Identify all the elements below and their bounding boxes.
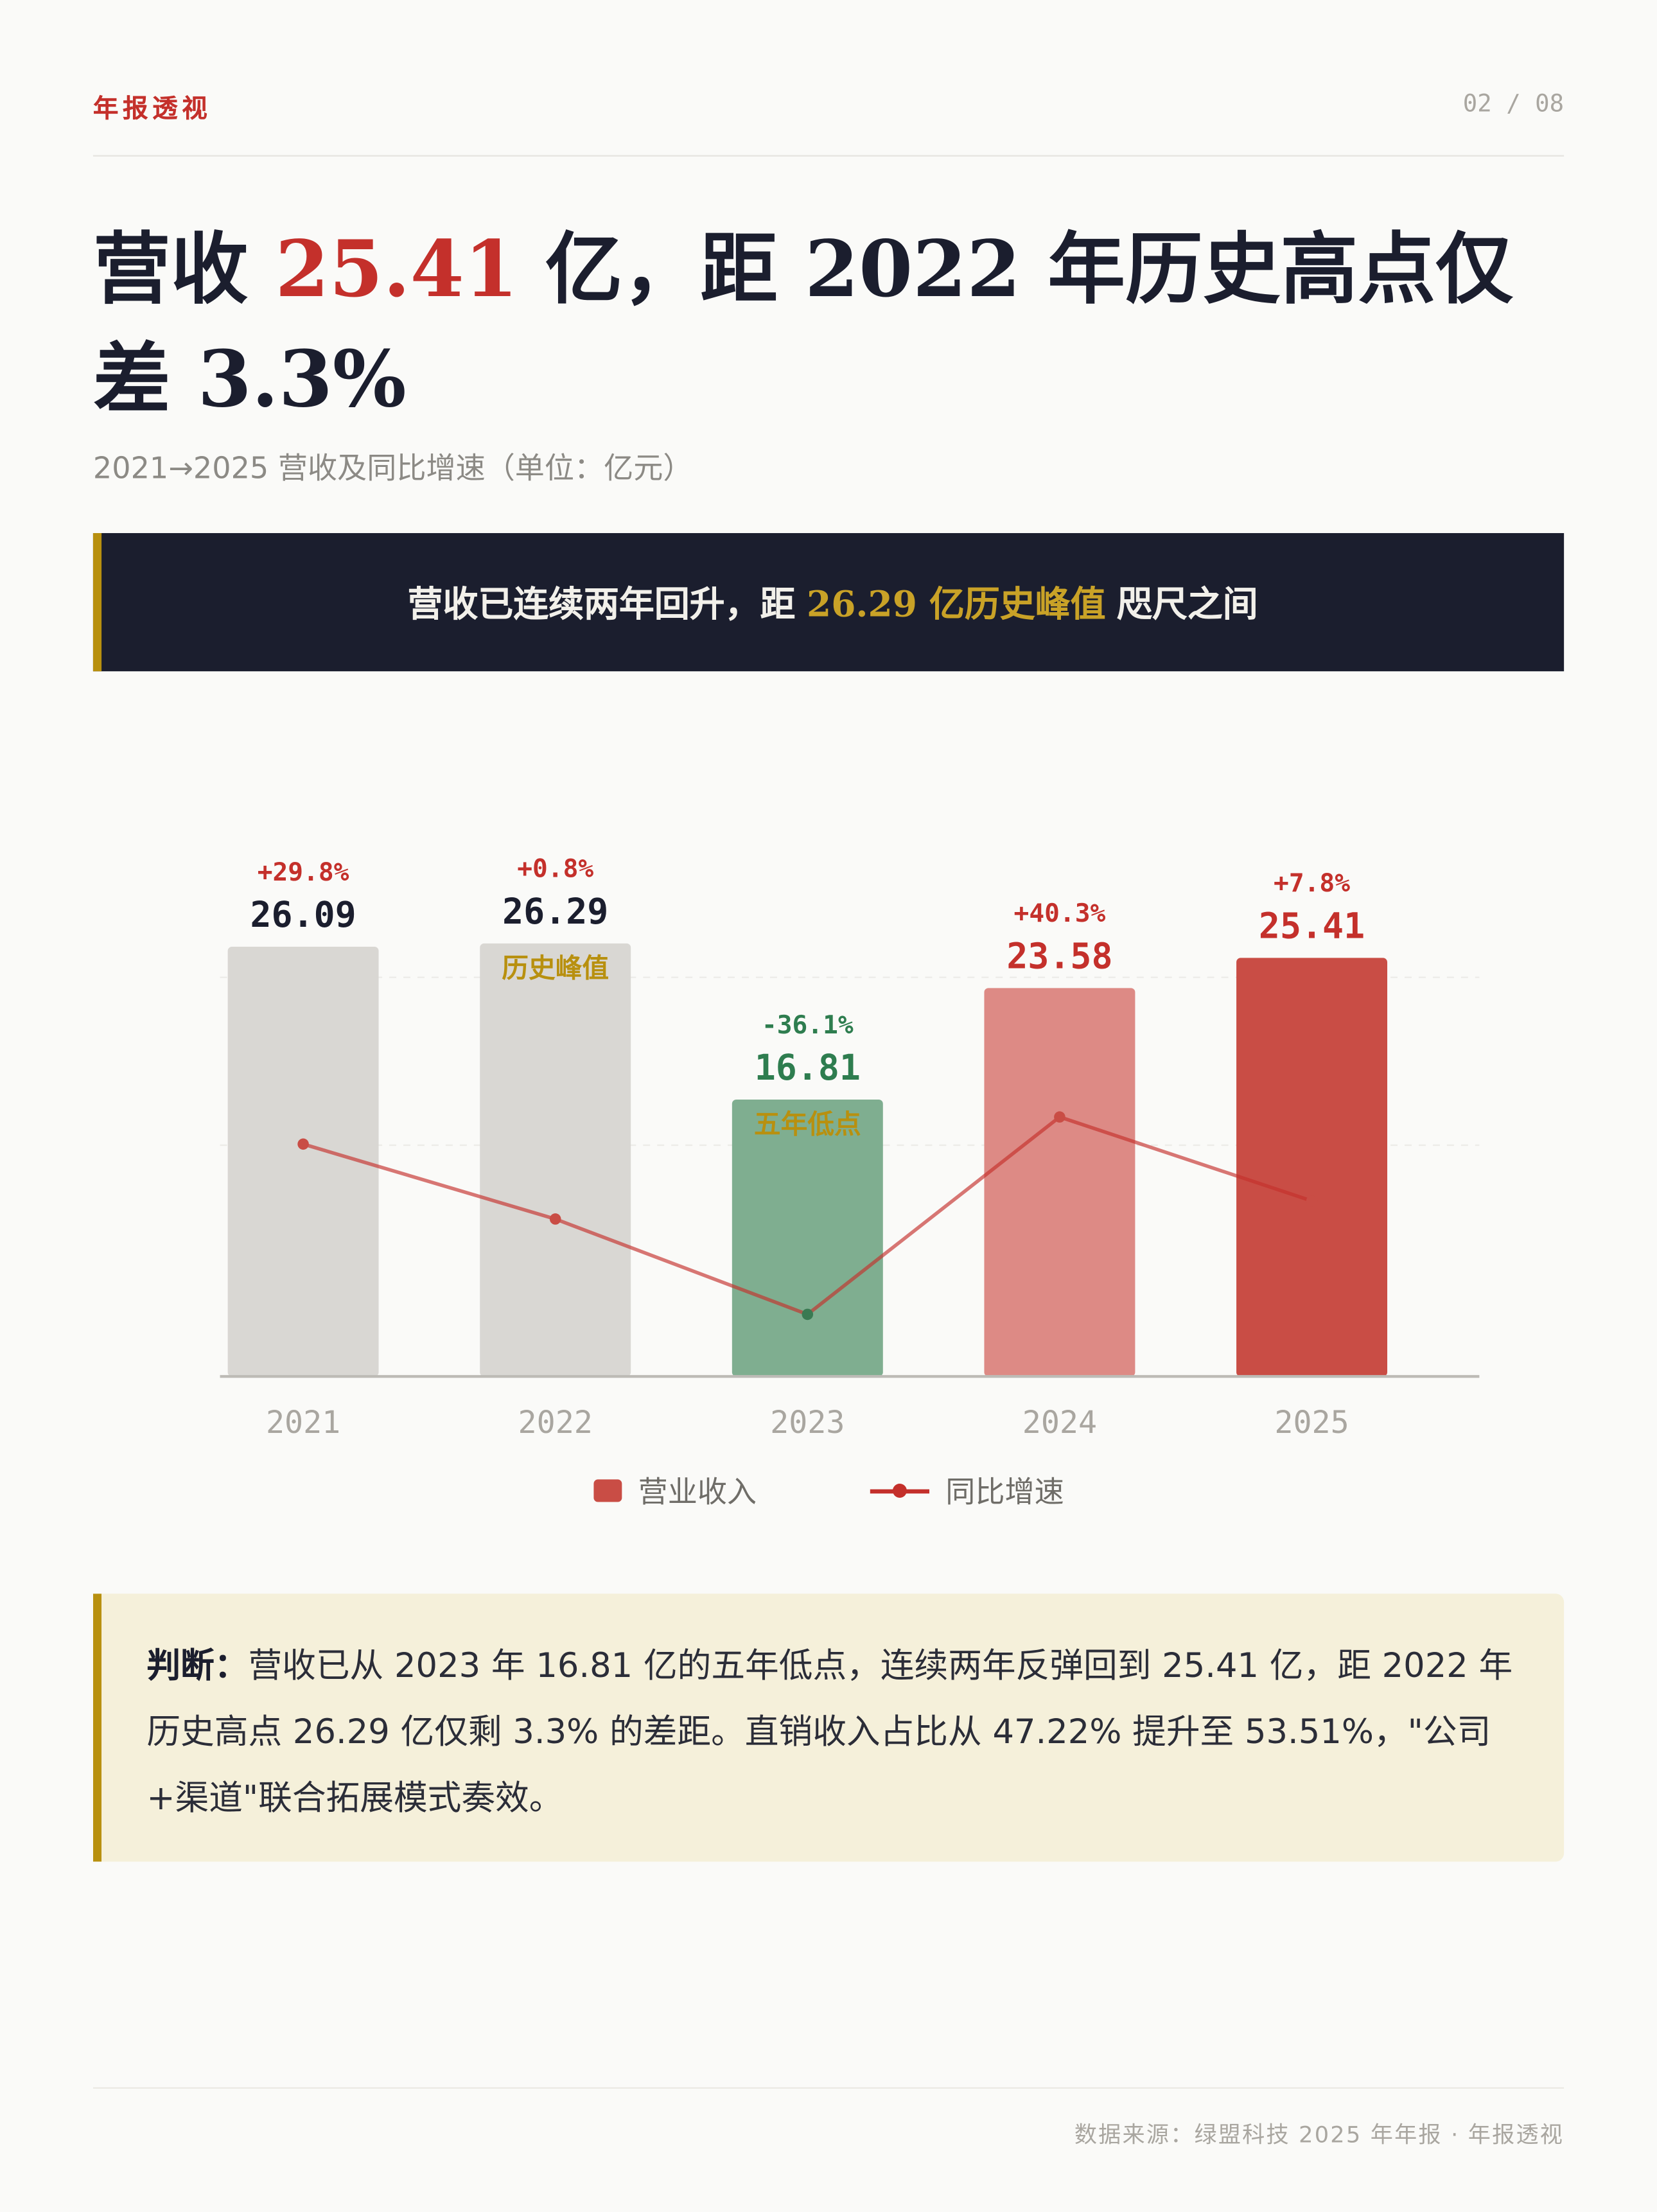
yoy-point-2022 (549, 1213, 561, 1225)
banner-post: 咫尺之间 (1117, 584, 1258, 625)
judgement-box: 判断：营收已从 2023 年 16.81 亿的五年低点，连续两年反弹回到 25.… (92, 1593, 1565, 1862)
value-label: 26.29 (502, 891, 608, 932)
legend-label: 营业收入 (638, 1475, 757, 1509)
banner-highlight: 26.29 亿历史峰值 (806, 584, 1106, 625)
yoy-label: +40.3% (1014, 899, 1106, 928)
judgement-label: 判断： (146, 1646, 249, 1685)
brand-label: 年报透视 (92, 94, 212, 125)
key-insight-banner: 营收已连续两年回升，距 26.29 亿历史峰值 咫尺之间 (92, 533, 1565, 672)
yoy-point-2024 (1054, 1111, 1065, 1123)
bar-annotation: 历史峰值 (502, 952, 609, 984)
bar-swatch-icon (593, 1479, 622, 1502)
bar-2022 (480, 943, 631, 1377)
bar-2024 (984, 988, 1135, 1377)
line-swatch-icon (869, 1482, 929, 1497)
banner-pre: 营收已连续两年回升，距 (407, 584, 796, 625)
bar-annotation: 五年低点 (754, 1109, 861, 1140)
legend-label: 同比增速 (945, 1475, 1064, 1509)
x-tick-label: 2022 (518, 1405, 593, 1441)
page-title: 营收 25.41 亿，距 2022 年历史高点仅差 3.3% (93, 215, 1546, 435)
bar-2025 (1236, 958, 1388, 1377)
title-pre: 营收 (92, 222, 276, 315)
yoy-label: -36.1% (762, 1010, 854, 1040)
yoy-point-2025 (1306, 1195, 1318, 1207)
divider (92, 155, 1565, 157)
chart-subtitle: 2021→2025 营收及同比增速（单位：亿元） (92, 451, 693, 486)
title-highlight: 25.41 (275, 222, 518, 315)
chart-legend: 营业收入 同比增速 (0, 1470, 1657, 1512)
bar-2021 (227, 946, 379, 1377)
divider (92, 2087, 1565, 2089)
value-label: 16.81 (755, 1047, 861, 1088)
title-post: 亿，距 2022 年历史高点仅差 3.3% (92, 222, 1513, 425)
yoy-label: +7.8% (1274, 868, 1350, 898)
footer-source: 数据来源：绿盟科技 2025 年年报 · 年报透视 (1074, 2121, 1565, 2148)
yoy-label: +0.8% (517, 854, 593, 884)
yoy-point-2023 (802, 1308, 814, 1321)
x-tick-label: 2021 (266, 1405, 340, 1441)
x-tick-label: 2024 (1022, 1405, 1097, 1441)
yoy-line (302, 1115, 1313, 1317)
bar-2023 (732, 1099, 883, 1377)
yoy-point-2021 (297, 1138, 309, 1150)
page-number: 02 / 08 (1462, 90, 1565, 119)
legend-item-yoy[interactable]: 同比增速 (869, 1470, 1064, 1512)
yoy-label: +29.8% (258, 857, 349, 887)
value-label: 26.09 (250, 894, 356, 935)
value-label: 25.41 (1259, 906, 1365, 947)
legend-item-revenue[interactable]: 营业收入 (593, 1470, 757, 1512)
x-tick-label: 2025 (1274, 1405, 1349, 1441)
judgement-text: 营收已从 2023 年 16.81 亿的五年低点，连续两年反弹回到 25.41 … (146, 1646, 1513, 1818)
value-label: 23.58 (1006, 936, 1112, 977)
x-tick-label: 2023 (770, 1405, 845, 1441)
